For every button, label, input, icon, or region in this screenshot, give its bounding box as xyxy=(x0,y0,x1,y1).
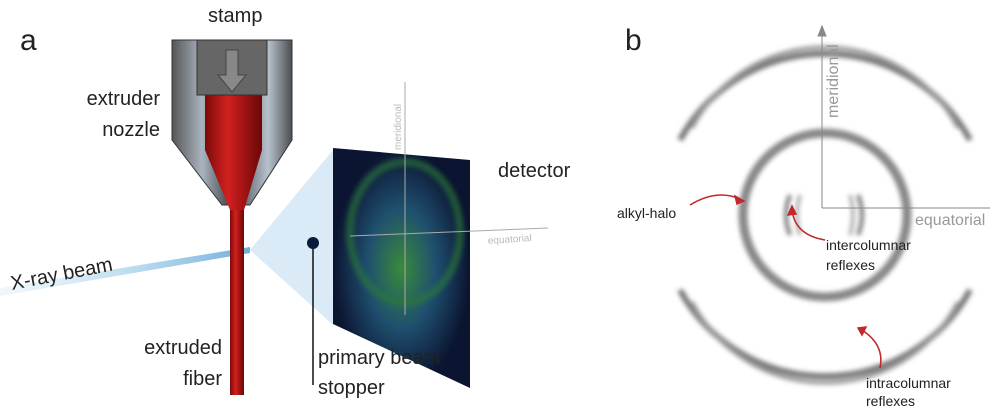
stamp-label: stamp xyxy=(208,5,262,27)
figure: a stamp extruder nozzle detector meridio… xyxy=(0,0,992,410)
panel-label: b xyxy=(625,24,642,57)
axis-label: meridional xyxy=(393,104,404,150)
inter-label: reflexes xyxy=(826,257,875,273)
detector-label: detector xyxy=(498,160,571,182)
axis-label: equatorial xyxy=(487,233,532,247)
stopper-label: primary beam xyxy=(318,347,440,369)
halo-label: alkyl-halo xyxy=(617,205,676,221)
intra-label: intracolumnar xyxy=(866,375,951,391)
fiber-label: fiber xyxy=(183,368,222,390)
inter-label: intercolumnar xyxy=(826,237,911,253)
fiber-label: extruded xyxy=(144,337,222,359)
beam-label: X-ray beam xyxy=(9,254,115,295)
panel-a-drawing xyxy=(0,40,548,395)
nozzle-label: extruder xyxy=(87,88,161,110)
axis-label: meridional xyxy=(825,44,842,118)
intra-label: reflexes xyxy=(866,393,915,409)
panel-label: a xyxy=(20,24,37,57)
stopper-label: stopper xyxy=(318,377,385,399)
axis-label: equatorial xyxy=(915,212,985,229)
nozzle-label: nozzle xyxy=(102,119,160,141)
